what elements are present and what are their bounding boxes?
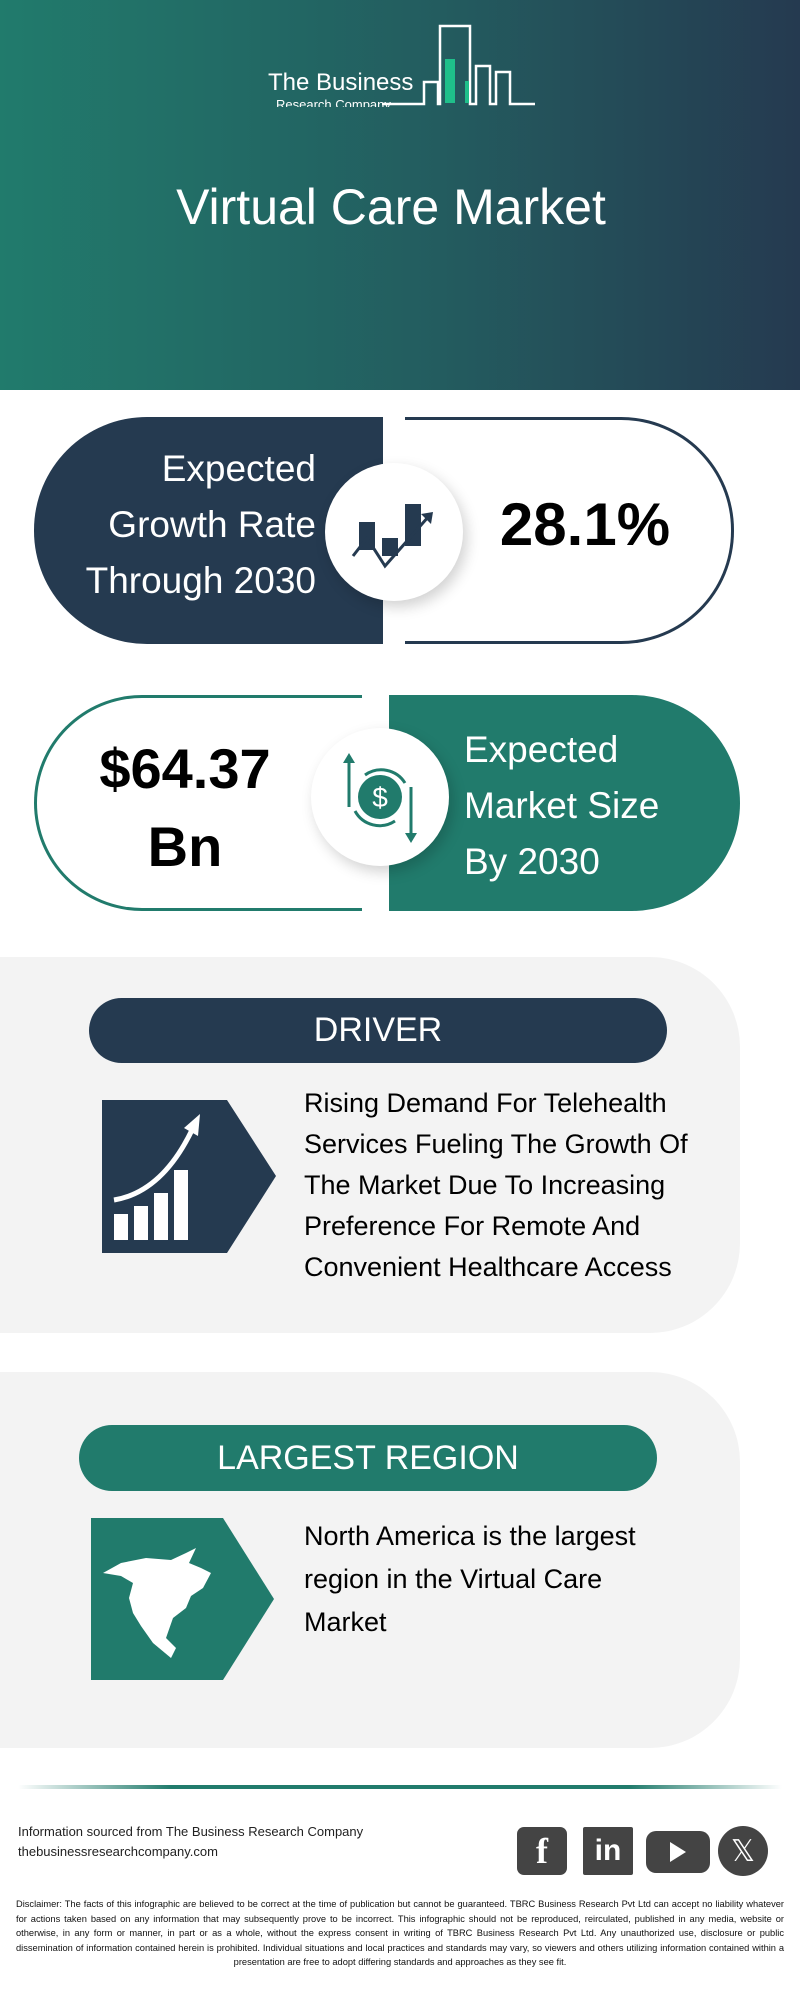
source-text: Information sourced from The Business Re… — [18, 1824, 364, 1839]
footer-source: Information sourced from The Business Re… — [18, 1822, 363, 1862]
north-america-map-icon — [91, 1518, 274, 1680]
driver-heading: DRIVER — [89, 998, 667, 1063]
driver-text-line: Services Fueling The Growth Of — [304, 1129, 688, 1159]
market-label-line: Expected — [464, 729, 619, 770]
region-text: North America is the largest region in t… — [304, 1515, 636, 1644]
region-text-line: Market — [304, 1607, 387, 1637]
growth-label-line: Expected — [161, 448, 316, 489]
growth-chart-icon — [351, 504, 433, 569]
growth-icon-circle — [325, 463, 463, 601]
growth-value-panel — [405, 417, 734, 644]
logo-line1: The Business — [268, 69, 413, 96]
market-label-line: Market Size — [464, 785, 660, 826]
market-value: $64.37 Bn — [60, 730, 310, 886]
dollar-exchange-icon: $ — [343, 753, 417, 843]
market-value-line: $64.37 — [99, 737, 271, 800]
website-link[interactable]: thebusinessresearchcompany.com — [18, 1844, 218, 1859]
market-icon-circle: $ — [311, 728, 449, 866]
growth-label-panel — [34, 417, 383, 644]
growth-value: 28.1% — [499, 491, 671, 558]
facebook-icon[interactable]: f — [517, 1827, 567, 1875]
linkedin-icon[interactable]: in — [583, 1827, 633, 1875]
driver-text-line: Preference For Remote And — [304, 1211, 641, 1241]
building-logo-icon: The Business Research Company — [268, 24, 535, 112]
page-title: Virtual Care Market — [176, 179, 606, 235]
driver-text-line: Convenient Healthcare Access — [304, 1252, 672, 1282]
region-heading: LARGEST REGION — [79, 1425, 657, 1491]
growth-label-line: Growth Rate — [108, 504, 316, 545]
disclaimer: Disclaimer: The facts of this infographi… — [16, 1899, 784, 1967]
region-text-line: North America is the largest — [304, 1521, 636, 1551]
footer-divider — [18, 1785, 782, 1789]
growth-label: Expected Growth Rate Through 2030 — [40, 441, 316, 609]
market-label: Expected Market Size By 2030 — [464, 722, 659, 890]
market-label-line: By 2030 — [464, 841, 600, 882]
growth-label-line: Through 2030 — [85, 560, 316, 601]
svg-text:$: $ — [372, 782, 388, 813]
x-icon[interactable]: 𝕏 — [718, 1826, 768, 1876]
driver-text-line: Rising Demand For Telehealth — [304, 1088, 667, 1118]
region-text-line: region in the Virtual Care — [304, 1564, 603, 1594]
youtube-icon[interactable] — [646, 1831, 710, 1873]
company-logo: The Business Research Company — [260, 22, 540, 112]
driver-text: Rising Demand For Telehealth Services Fu… — [304, 1083, 688, 1288]
driver-text-line: The Market Due To Increasing — [304, 1170, 666, 1200]
header-banner: The Business Research Company Virtual Ca… — [0, 0, 800, 390]
rising-bar-chart-icon — [102, 1100, 276, 1253]
market-value-panel — [34, 695, 362, 911]
market-value-unit: Bn — [147, 815, 223, 878]
logo-line2: Research Company — [276, 97, 391, 107]
